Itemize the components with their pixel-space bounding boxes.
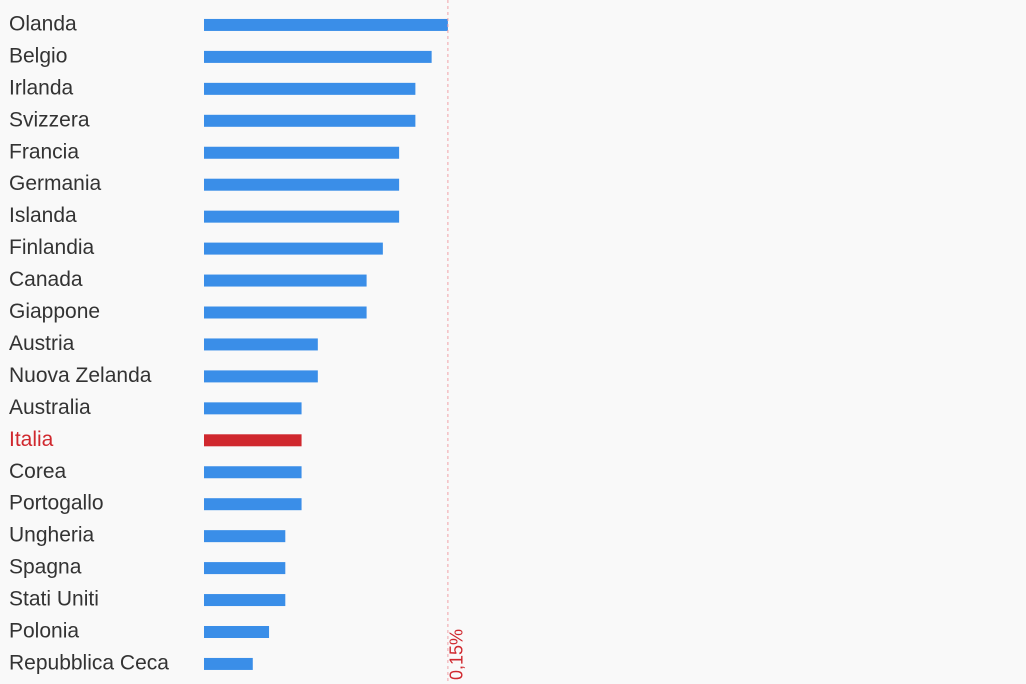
bar bbox=[204, 370, 318, 383]
bar bbox=[204, 626, 270, 638]
bar bbox=[204, 274, 367, 287]
category-label: Italia bbox=[9, 428, 54, 451]
bar bbox=[204, 178, 400, 191]
category-label: Giappone bbox=[9, 300, 100, 323]
category-label: Spagna bbox=[9, 556, 82, 579]
bar bbox=[204, 530, 286, 543]
bar bbox=[204, 562, 286, 575]
bar bbox=[204, 594, 286, 607]
category-label: Finlandia bbox=[9, 236, 95, 259]
category-label: Repubblica Ceca bbox=[9, 651, 169, 674]
category-label: Australia bbox=[9, 396, 91, 419]
category-label: Olanda bbox=[9, 12, 77, 35]
bar bbox=[204, 498, 302, 511]
category-label: Nuova Zelanda bbox=[9, 364, 152, 387]
category-label: Francia bbox=[9, 140, 79, 163]
category-label: Svizzera bbox=[9, 108, 90, 131]
category-label: Belgio bbox=[9, 44, 67, 67]
bar bbox=[204, 434, 302, 447]
bar bbox=[204, 338, 318, 351]
bar bbox=[204, 50, 432, 63]
bar bbox=[204, 146, 400, 159]
category-label: Polonia bbox=[9, 620, 79, 643]
category-label: Germania bbox=[9, 172, 102, 195]
reference-label: 0,15% bbox=[447, 629, 467, 680]
bar bbox=[204, 466, 302, 479]
category-label: Ungheria bbox=[9, 524, 95, 547]
category-label: Danimarca bbox=[9, 0, 111, 4]
bar bbox=[204, 18, 448, 31]
bar bbox=[204, 242, 383, 255]
bar bbox=[204, 306, 367, 319]
category-label: Canada bbox=[9, 268, 83, 291]
category-label: Islanda bbox=[9, 204, 77, 227]
bar bbox=[204, 402, 302, 415]
category-label: Corea bbox=[9, 460, 67, 483]
bar bbox=[204, 114, 416, 127]
bar bbox=[204, 82, 416, 95]
category-label: Irlanda bbox=[9, 76, 74, 99]
bar bbox=[204, 210, 400, 223]
bar bbox=[204, 657, 253, 670]
category-label: Stati Uniti bbox=[9, 588, 99, 611]
category-label: Portogallo bbox=[9, 492, 104, 515]
category-label: Austria bbox=[9, 332, 75, 355]
